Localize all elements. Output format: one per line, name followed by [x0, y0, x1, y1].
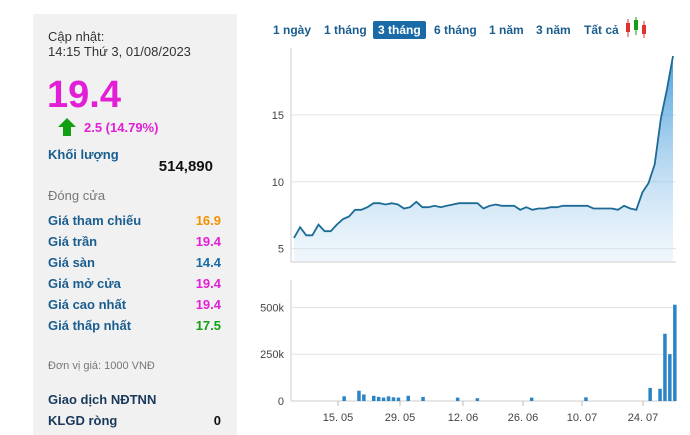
x-tick-label: 15. 05 — [323, 412, 354, 424]
volume-bar — [381, 397, 386, 401]
ceiling-price-value: 19.4 — [195, 234, 221, 249]
high-price-value: 19.4 — [195, 297, 221, 312]
price-change: 2.5 (14.79%) — [84, 120, 159, 135]
volume-tick-label: 0 — [278, 396, 284, 408]
volume-bar — [648, 387, 652, 401]
open-price-value: 19.4 — [195, 276, 221, 291]
volume-bar — [673, 304, 677, 401]
volume-bar — [396, 397, 401, 401]
volume-bar — [475, 398, 480, 401]
arrow-up-icon — [58, 118, 76, 136]
low-price-label: Giá thấp nhất — [48, 318, 132, 333]
volume-bar — [391, 397, 396, 401]
quote-panel: Cập nhật: 14:15 Thứ 3, 01/08/2023 19.4 2… — [33, 14, 237, 435]
candlestick-icon[interactable] — [624, 17, 648, 39]
volume-bar — [406, 395, 410, 401]
current-price: 19.4 — [47, 74, 121, 116]
volume-tick-label: 500k — [260, 302, 284, 314]
price-line — [293, 55, 674, 239]
floor-price-value: 14.4 — [195, 255, 221, 270]
floor-price-label: Giá sàn — [48, 255, 95, 270]
price-area — [294, 56, 673, 262]
volume-bar — [455, 397, 460, 401]
net-volume-label: KLGD ròng — [48, 413, 118, 428]
volume-value: 514,890 — [158, 158, 213, 175]
high-price-label: Giá cao nhất — [48, 297, 127, 312]
volume-tick-label: 250k — [260, 349, 284, 361]
tab-1-year[interactable]: 1 năm — [489, 23, 524, 37]
volume-label: Khối lượng — [48, 147, 119, 162]
volume-bar — [357, 390, 361, 401]
updated-time: 14:15 Thứ 3, 01/08/2023 — [48, 44, 191, 59]
unit-note: Đơn vị giá: 1000 VNĐ — [48, 360, 155, 372]
tab-all[interactable]: Tất cả — [584, 23, 619, 37]
volume-bar — [584, 397, 588, 401]
x-tick-label: 29. 05 — [385, 412, 416, 424]
volume-bar — [529, 397, 534, 401]
ceiling-price-label: Giá trần — [48, 234, 98, 249]
open-price-label: Giá mở cửa — [48, 276, 121, 291]
x-tick-label: 12. 06 — [448, 412, 479, 424]
tab-6-months[interactable]: 6 tháng — [434, 23, 477, 37]
volume-bar — [658, 388, 662, 401]
x-tick-label: 24. 07 — [628, 412, 659, 424]
volume-bar — [668, 354, 672, 401]
price-tick-label: 5 — [278, 244, 284, 256]
tab-1-month[interactable]: 1 tháng — [324, 23, 367, 37]
price-tick-label: 15 — [272, 110, 284, 122]
tab-1-day[interactable]: 1 ngày — [273, 23, 312, 37]
net-volume-value: 0 — [213, 413, 221, 428]
volume-bar — [342, 396, 346, 401]
volume-bar — [362, 394, 366, 401]
close-label: Đóng cửa — [48, 188, 106, 203]
updated-label: Cập nhật: — [48, 29, 105, 44]
x-tick-label: 26. 06 — [508, 412, 539, 424]
ref-price-value: 16.9 — [195, 213, 221, 228]
volume-bar — [421, 396, 425, 401]
volume-bar — [663, 333, 667, 401]
volume-bar — [372, 395, 376, 401]
volume-bar — [386, 396, 391, 401]
tab-3-years[interactable]: 3 năm — [536, 23, 571, 37]
foreign-trade-label: Giao dịch NĐTNN — [48, 392, 157, 407]
low-price-value: 17.5 — [195, 318, 221, 333]
ref-price-label: Giá tham chiếu — [48, 213, 142, 228]
tab-3-months[interactable]: 3 tháng — [373, 21, 426, 39]
volume-bar — [376, 396, 381, 401]
x-tick-label: 10. 07 — [567, 412, 598, 424]
price-tick-label: 10 — [272, 177, 284, 189]
